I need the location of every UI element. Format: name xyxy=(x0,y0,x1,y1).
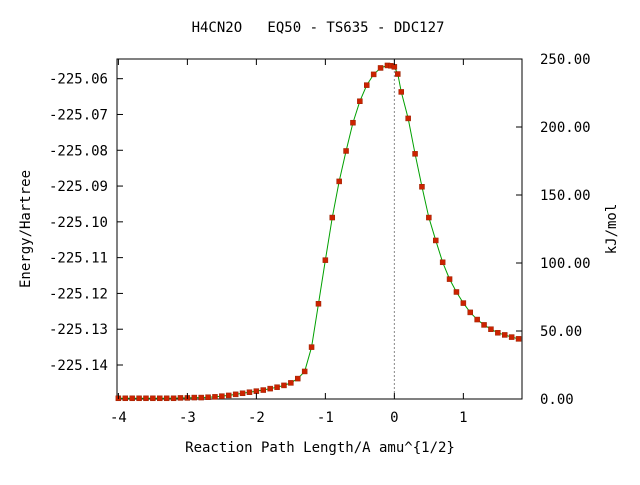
data-point xyxy=(453,289,460,295)
data-point xyxy=(143,395,149,402)
data-point xyxy=(322,257,329,263)
data-point xyxy=(170,395,177,402)
y-tick-label: -225.12 xyxy=(49,286,108,302)
x-tick-label: -2 xyxy=(248,410,265,426)
data-point xyxy=(122,395,129,402)
data-point xyxy=(295,375,301,382)
data-point xyxy=(239,390,246,397)
y-tick-label: -225.08 xyxy=(49,143,108,159)
data-point xyxy=(364,82,370,88)
data-point xyxy=(246,389,253,395)
x-axis-label: Reaction Path Length/A amu^{1/2} xyxy=(185,440,455,456)
data-point xyxy=(426,214,432,221)
data-point xyxy=(508,334,515,340)
marker-layer xyxy=(115,62,522,402)
data-point xyxy=(226,392,232,399)
data-point xyxy=(357,98,363,104)
y2-tick-label: 250.00 xyxy=(540,52,591,68)
data-point xyxy=(288,380,294,386)
x-tick-label: 1 xyxy=(459,410,467,426)
data-point xyxy=(391,64,398,70)
x-tick-label: 0 xyxy=(390,410,398,426)
y-tick-label: -225.06 xyxy=(49,72,108,88)
y2-tick-label: 0.00 xyxy=(540,392,574,408)
y-tick-label: -225.14 xyxy=(49,358,108,374)
y2-tick-label: 100.00 xyxy=(540,256,591,272)
data-point xyxy=(515,336,522,342)
data-point xyxy=(343,148,349,154)
data-point xyxy=(329,214,336,221)
data-point xyxy=(481,322,487,328)
y-tick-label: -225.13 xyxy=(49,322,108,338)
data-point xyxy=(446,276,453,282)
data-point xyxy=(377,65,384,71)
data-point xyxy=(281,382,287,389)
data-point xyxy=(433,237,439,244)
data-point xyxy=(260,387,267,393)
y2-tick-label: 200.00 xyxy=(540,120,591,136)
x-axis-ticks: -4 -3 -2 -1 0 1 xyxy=(110,59,468,426)
data-point xyxy=(398,89,405,95)
data-point xyxy=(163,395,170,402)
data-point xyxy=(205,394,211,400)
data-point xyxy=(253,388,260,394)
data-point xyxy=(301,368,308,375)
data-point xyxy=(150,395,156,402)
y-axis-label: Energy/Hartree xyxy=(18,170,34,288)
data-point xyxy=(467,309,474,316)
series-line xyxy=(118,64,519,399)
data-point xyxy=(232,391,239,398)
y-tick-label: -225.09 xyxy=(49,179,108,195)
x-tick-label: -3 xyxy=(179,410,196,426)
data-point xyxy=(267,385,273,392)
data-point xyxy=(219,393,225,399)
y-tick-label: -225.10 xyxy=(49,215,108,231)
y-tick-label: -225.11 xyxy=(49,251,108,267)
data-point xyxy=(488,326,494,332)
data-point xyxy=(439,259,446,266)
data-point xyxy=(177,395,184,401)
data-point xyxy=(191,394,198,401)
curve-layer xyxy=(118,64,519,399)
y2-tick-label: 150.00 xyxy=(540,188,591,204)
data-point xyxy=(419,184,425,190)
y2-tick-label: 50.00 xyxy=(540,324,582,340)
data-point xyxy=(308,344,315,350)
data-point xyxy=(405,115,411,122)
chart-title: H4CN2O EQ50 - TS635 - DDC127 xyxy=(192,20,445,36)
data-point xyxy=(198,394,204,401)
y2-axis-label: kJ/mol xyxy=(604,204,620,255)
data-point xyxy=(460,300,467,306)
data-point xyxy=(495,330,501,336)
y2-axis-ticks: 0.00 50.00 100.00 150.00 200.00 250.00 xyxy=(516,52,591,408)
data-point xyxy=(395,71,401,77)
data-point xyxy=(315,301,322,307)
data-point xyxy=(274,384,280,390)
y-axis-ticks: -225.06 -225.07 -225.08 -225.09 -225.10 -225.… xyxy=(49,72,123,374)
data-point xyxy=(136,395,142,402)
x-tick-label: -1 xyxy=(317,410,334,426)
data-point xyxy=(336,178,342,185)
data-point xyxy=(502,332,508,338)
x-tick-label: -4 xyxy=(110,410,127,426)
data-point xyxy=(412,151,418,157)
data-point xyxy=(350,119,356,126)
data-point xyxy=(129,395,135,402)
data-point xyxy=(212,394,218,400)
plot-frame xyxy=(116,58,523,400)
y-tick-label: -225.07 xyxy=(49,107,108,123)
data-point xyxy=(474,316,480,323)
data-point xyxy=(157,395,163,402)
data-point xyxy=(370,71,377,78)
